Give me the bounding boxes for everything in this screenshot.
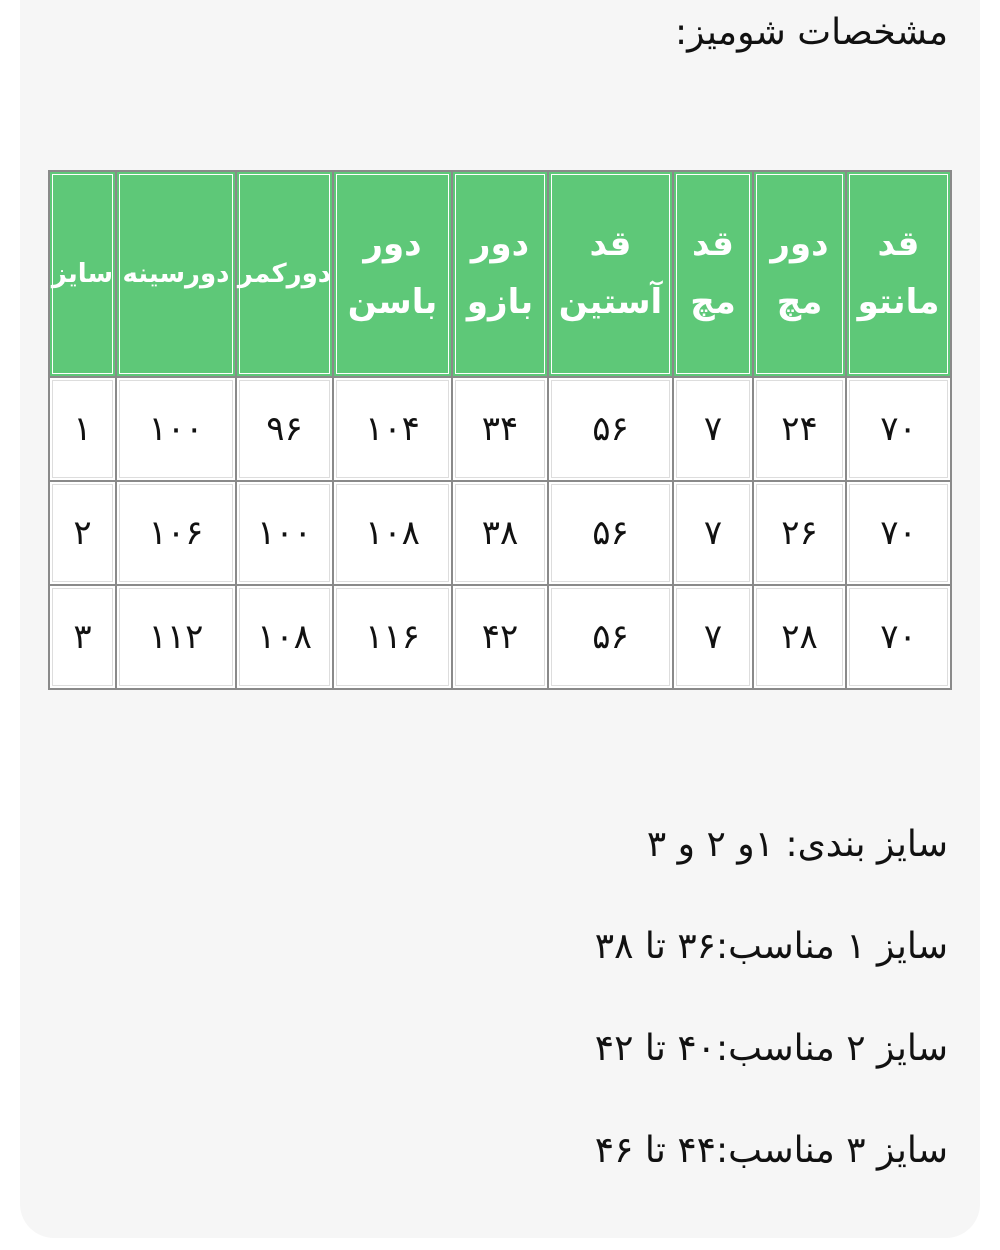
table-cell: ۱۰۰: [115, 376, 237, 482]
page-title: مشخصات شومیز:: [674, 12, 948, 53]
column-header: قد آستین: [547, 170, 674, 378]
header-text: قد: [877, 224, 920, 265]
note-line: سایز بندی: ۱و ۲ و ۳: [646, 824, 948, 865]
table-cell: ۲۸: [752, 584, 847, 690]
column-header: دور مچ: [752, 170, 847, 378]
table-cell: ۷۰: [845, 480, 952, 586]
table-cell: ۷۰: [845, 376, 952, 482]
note-line: سایز ۳ مناسب:۴۴ تا ۴۶: [594, 1130, 948, 1171]
header-text: بازو: [466, 282, 534, 322]
table-cell: ۷۰: [845, 584, 952, 690]
table-cell: ۹۶: [235, 376, 334, 482]
table-row: ۷۰ ۲۸ ۷ ۵۶ ۴۲ ۱۱۶ ۱۰۸ ۱۱۲ ۳: [48, 584, 952, 690]
table-cell: ۱: [48, 376, 117, 482]
table-cell: ۱۰۸: [332, 480, 453, 586]
table-cell: ۵۶: [547, 480, 674, 586]
table-cell: ۱۰۴: [332, 376, 453, 482]
table-cell: ۳۴: [451, 376, 549, 482]
note-line: سایز ۱ مناسب:۳۶ تا ۳۸: [594, 926, 948, 967]
table-cell: ۱۱۲: [115, 584, 237, 690]
table-cell: ۴۲: [451, 584, 549, 690]
column-header: سایز: [48, 170, 117, 378]
header-text: دورسینه: [122, 258, 230, 289]
column-header: قد مچ: [672, 170, 754, 378]
header-text: قد: [692, 224, 734, 265]
header-text: دور: [363, 224, 422, 265]
column-header: قد مانتو: [845, 170, 952, 378]
header-text: قد: [589, 224, 632, 265]
size-table: قد مانتو دور مچ قد مچ قد آستین دور بازو دور باسن دور…: [48, 170, 952, 690]
note-line: سایز ۲ مناسب:۴۰ تا ۴۲: [594, 1028, 948, 1069]
table-cell: ۷: [672, 584, 754, 690]
header-row: قد مانتو دور مچ قد مچ قد آستین دور بازو دور باسن دور…: [48, 170, 952, 378]
table-cell: ۷: [672, 480, 754, 586]
column-header: دور بازو: [451, 170, 549, 378]
table-cell: ۳۸: [451, 480, 549, 586]
table-cell: ۵۶: [547, 584, 674, 690]
header-text: باسن: [347, 282, 438, 322]
table-cell: ۷: [672, 376, 754, 482]
table-cell: ۲: [48, 480, 117, 586]
table-cell: ۱۱۶: [332, 584, 453, 690]
table-cell: ۱۰۶: [115, 480, 237, 586]
header-text: دورکمر: [237, 258, 332, 289]
table-cell: ۲۶: [752, 480, 847, 586]
column-header: دورسینه: [115, 170, 237, 378]
table-row: ۷۰ ۲۴ ۷ ۵۶ ۳۴ ۱۰۴ ۹۶ ۱۰۰ ۱: [48, 376, 952, 482]
header-text: دور: [470, 224, 530, 265]
header-text: آستین: [558, 282, 663, 322]
header-text: مچ: [776, 282, 823, 322]
table-cell: ۱۰۸: [235, 584, 334, 690]
size-notes: سایز بندی: ۱و ۲ و ۳ سایز ۱ مناسب:۳۶ تا ۳۸…: [595, 815, 948, 1223]
column-header: دورکمر: [235, 170, 334, 378]
header-text: دور: [770, 224, 829, 265]
header-text: مچ: [690, 282, 736, 322]
table-cell: ۵۶: [547, 376, 674, 482]
table-row: ۷۰ ۲۶ ۷ ۵۶ ۳۸ ۱۰۸ ۱۰۰ ۱۰۶ ۲: [48, 480, 952, 586]
table-cell: ۱۰۰: [235, 480, 334, 586]
header-text: مانتو: [857, 282, 940, 322]
table-cell: ۳: [48, 584, 117, 690]
header-text: سایز: [51, 258, 114, 289]
column-header: دور باسن: [332, 170, 453, 378]
table-cell: ۲۴: [752, 376, 847, 482]
